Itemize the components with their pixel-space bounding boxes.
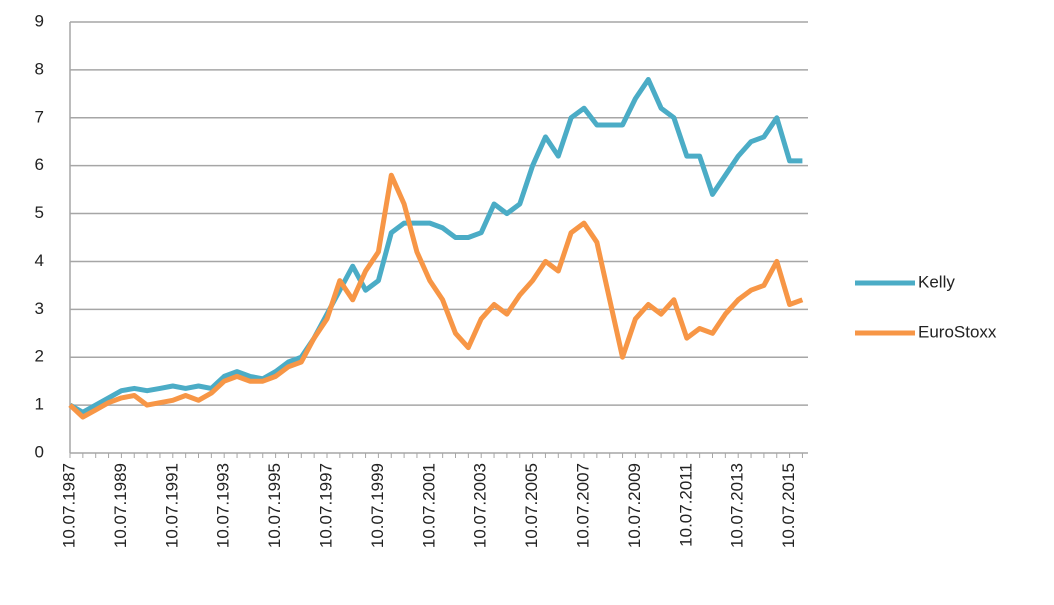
x-tick-label: 10.07.2007 xyxy=(573,463,592,548)
y-tick-label: 7 xyxy=(35,107,44,126)
y-tick-label: 2 xyxy=(35,347,44,366)
legend-label: Kelly xyxy=(918,272,955,291)
x-tick-label: 10.07.1995 xyxy=(265,463,284,548)
x-tick-label: 10.07.2013 xyxy=(728,463,747,548)
x-tick-label: 10.07.2003 xyxy=(471,463,490,548)
y-tick-label: 0 xyxy=(35,442,44,461)
x-tick-label: 10.07.1999 xyxy=(368,463,387,548)
y-tick-label: 6 xyxy=(35,155,44,174)
x-tick-label: 10.07.2005 xyxy=(522,463,541,548)
series-line xyxy=(68,77,803,415)
x-tick-label: 10.07.2001 xyxy=(419,463,438,548)
y-tick-label: 1 xyxy=(35,395,44,414)
legend-label: EuroStoxx xyxy=(918,322,997,341)
y-tick-label: 4 xyxy=(35,251,44,270)
x-tick-label: 10.07.1991 xyxy=(162,463,181,548)
y-tick-label: 8 xyxy=(35,59,44,78)
y-tick-label: 3 xyxy=(35,299,44,318)
x-tick-label: 10.07.1997 xyxy=(316,463,335,548)
x-tick-label: 10.07.2015 xyxy=(779,463,798,548)
x-tick-label: 10.07.1987 xyxy=(59,463,78,548)
y-tick-label: 9 xyxy=(35,11,44,30)
x-tick-label: 10.07.1989 xyxy=(111,463,130,548)
x-tick-label: 10.07.2009 xyxy=(625,463,644,548)
x-tick-label: 10.07.1993 xyxy=(214,463,233,548)
series-line xyxy=(68,172,804,420)
x-tick-label: 10.07.2011 xyxy=(676,463,695,547)
y-tick-label: 5 xyxy=(35,203,44,222)
